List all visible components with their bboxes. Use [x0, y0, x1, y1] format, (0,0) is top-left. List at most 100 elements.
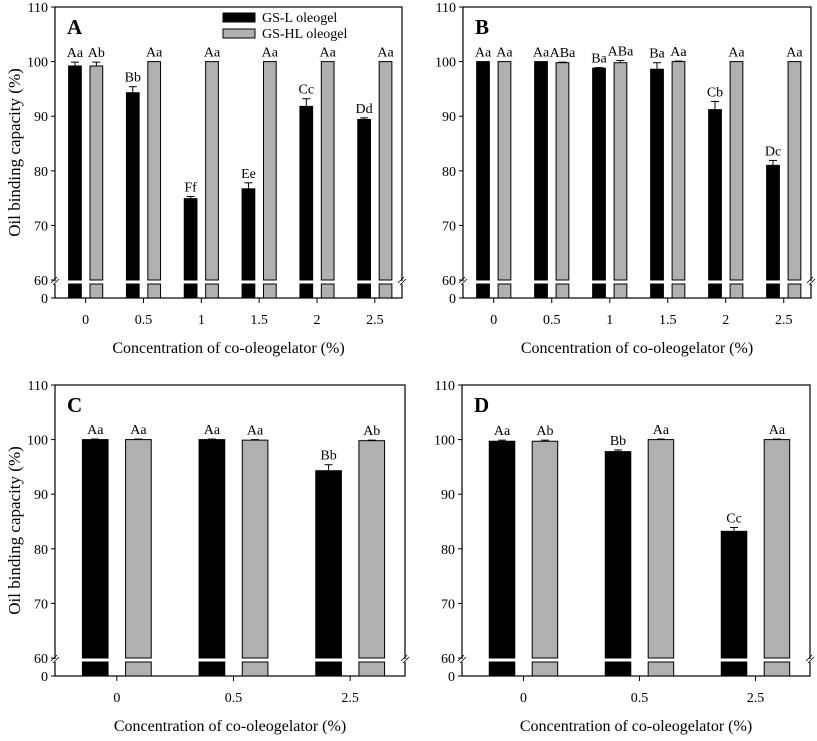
significance-label: Aa	[204, 423, 221, 438]
legend-entry: GS-L oleogel	[262, 11, 337, 26]
bar-lower-segment	[592, 283, 606, 299]
bar-lower-segment	[613, 283, 628, 299]
significance-label: Aa	[475, 46, 492, 61]
bar	[81, 439, 109, 659]
significance-label: Cc	[299, 83, 315, 98]
x-tick-label: 1	[606, 313, 613, 328]
significance-label: Cb	[707, 85, 723, 100]
y-tick-label: 100	[434, 434, 455, 449]
x-tick-label: 2.5	[775, 313, 793, 328]
bar	[729, 61, 744, 281]
bar-lower-segment	[125, 661, 152, 677]
significance-label: ABa	[550, 46, 576, 61]
y-tick-label: 110	[436, 1, 456, 16]
y-tick-label: 60	[442, 274, 456, 289]
x-tick-label: 2	[313, 313, 320, 328]
x-tick-label: 0	[82, 313, 89, 328]
significance-label: Ba	[591, 52, 607, 67]
significance-label: Aa	[786, 46, 803, 61]
plot-frame	[462, 6, 812, 299]
significance-label: Aa	[496, 46, 513, 61]
x-tick-label: 2	[722, 313, 729, 328]
axis-break-mark	[402, 656, 410, 664]
y-tick-label: 100	[27, 434, 48, 449]
y-axis-label: Oil binding capacity (%)	[5, 446, 24, 615]
bar-lower-segment	[763, 661, 791, 677]
bar	[147, 61, 162, 281]
x-tick-label: 1.5	[250, 313, 268, 328]
significance-label: Aa	[204, 46, 221, 61]
bar	[262, 61, 277, 281]
x-tick-label: 0	[490, 313, 497, 328]
bar-lower-segment	[497, 283, 512, 299]
panel-label: D	[474, 393, 489, 417]
x-tick-label: 1	[198, 313, 205, 328]
bar	[241, 188, 256, 281]
significance-label: Aa	[769, 423, 786, 438]
y-axis-label: Oil binding capacity (%)	[5, 68, 24, 237]
legend-entry: GS-HL oleogel	[262, 27, 348, 42]
bar	[763, 439, 791, 659]
significance-label: Ab	[536, 424, 553, 439]
y-tick-label: 80	[34, 165, 48, 180]
bar	[357, 118, 371, 281]
bar	[299, 105, 314, 281]
panel-label: B	[475, 15, 489, 39]
legend-swatch	[222, 28, 256, 39]
bar-lower-segment	[708, 283, 722, 299]
bar-lower-segment	[198, 661, 226, 677]
bar-lower-segment	[241, 283, 256, 299]
x-tick-label: 1.5	[659, 313, 677, 328]
y-tick-label: 90	[441, 488, 455, 503]
y-tick-label: 100	[435, 56, 456, 71]
significance-label: Dd	[356, 102, 373, 117]
x-tick-label: 0.5	[225, 691, 243, 706]
panel-d: 0 60 70 80 90 100 110 D 0 Aa Ab 0.5 Bb Aa 2.5 Cc Aa Conce…	[434, 379, 815, 735]
legend-swatch	[222, 12, 256, 23]
bar	[183, 198, 198, 281]
x-axis-label: Concentration of co-oleogelator (%)	[521, 340, 753, 357]
bar	[555, 62, 570, 281]
x-tick-label: 0.5	[135, 313, 153, 328]
bar-lower-segment	[488, 661, 516, 677]
x-tick-label: 2.5	[366, 313, 384, 328]
bar	[488, 440, 516, 659]
plot-frame	[461, 384, 811, 677]
bar-lower-segment	[315, 661, 342, 677]
significance-label: Ab	[88, 46, 105, 61]
y-tick-label: 60	[34, 652, 48, 667]
bar-lower-segment	[534, 283, 548, 299]
y-tick-label: 80	[441, 543, 455, 558]
bar-lower-segment	[476, 283, 490, 299]
y-tick-label: 90	[34, 488, 48, 503]
significance-label: Aa	[67, 46, 84, 61]
bar-lower-segment	[183, 283, 198, 299]
x-tick-label: 0.5	[543, 313, 561, 328]
axis-break-mark	[52, 278, 60, 286]
y-tick-label: 80	[34, 543, 48, 558]
bar	[205, 61, 219, 281]
significance-label: Ba	[649, 47, 665, 62]
axis-break-mark	[805, 654, 813, 662]
bar-lower-segment	[241, 661, 269, 677]
axis-break-mark	[808, 278, 816, 286]
y-tick-label: 90	[442, 110, 456, 125]
y-tick-label: 110	[28, 1, 48, 16]
bar-lower-segment	[125, 283, 140, 299]
bar-lower-segment	[729, 283, 744, 299]
significance-label: Aa	[728, 46, 745, 61]
bar-lower-segment	[320, 283, 335, 299]
bar	[497, 61, 512, 281]
y-tick-label: 90	[34, 110, 48, 125]
y-tick-label: 70	[442, 219, 456, 234]
bar-lower-segment	[299, 283, 314, 299]
y-tick-label: 0	[449, 292, 456, 307]
bar-lower-segment	[720, 661, 748, 677]
axis-break-mark	[806, 276, 814, 284]
significance-label: Ab	[363, 424, 380, 439]
x-tick-label: 2.5	[747, 691, 765, 706]
plot-frame	[54, 384, 406, 677]
y-tick-label: 70	[34, 597, 48, 612]
